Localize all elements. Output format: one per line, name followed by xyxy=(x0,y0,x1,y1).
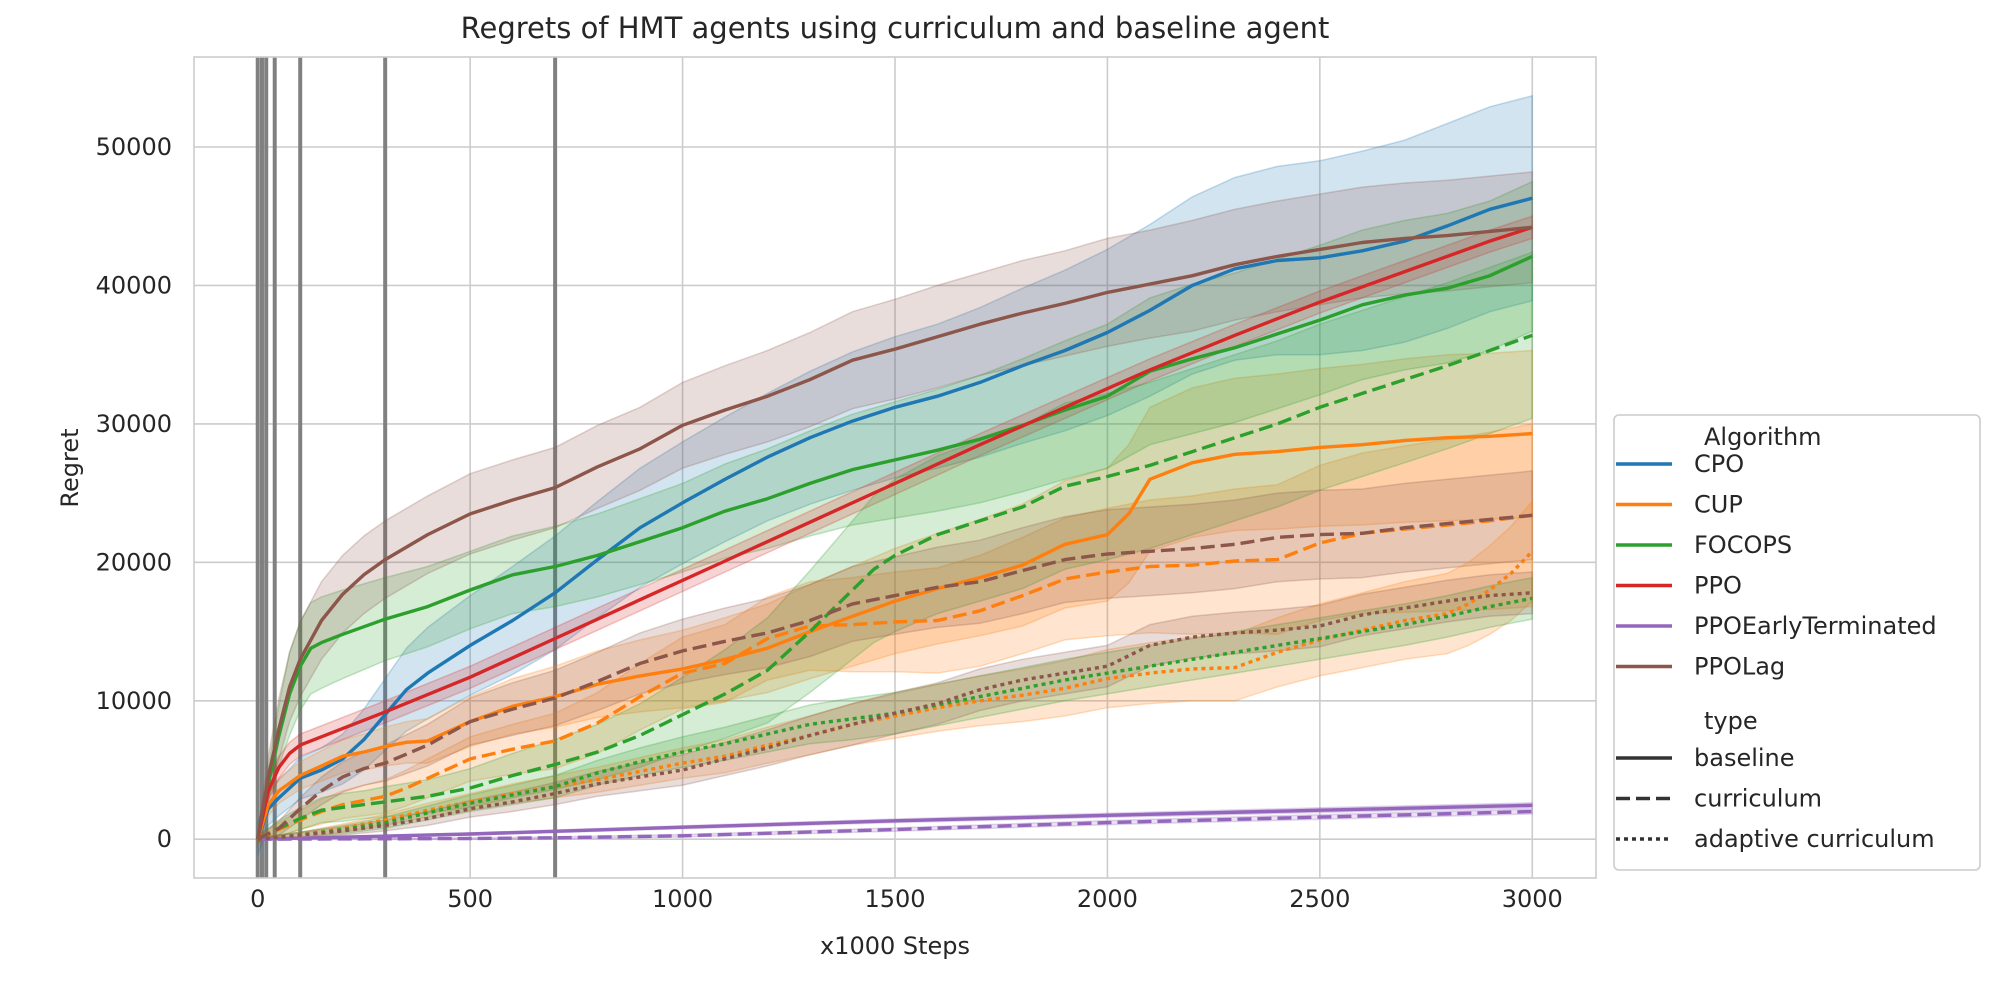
x-tick-labels: 0 500 1000 1500 2000 2500 3000 xyxy=(250,885,1563,913)
cup-baseline-line xyxy=(256,431,1533,840)
y-tick-label: 50000 xyxy=(96,133,172,161)
legend-label-focops: FOCOPS xyxy=(1694,531,1792,559)
y-tick-label: 30000 xyxy=(96,410,172,438)
x-tick-label: 2000 xyxy=(1077,885,1138,913)
x-tick-label: 3000 xyxy=(1502,885,1563,913)
cup-adaptive-curriculum-line xyxy=(257,550,1534,841)
y-tick-label: 10000 xyxy=(96,687,172,715)
focops-adaptive-curriculum-band xyxy=(256,576,1534,842)
legend-label-curriculum: curriculum xyxy=(1694,785,1822,813)
y-tick-labels: 0 10000 20000 30000 40000 50000 xyxy=(96,133,172,853)
ppolag-curriculum-line xyxy=(256,513,1533,841)
legend-algorithm-title: Algorithm xyxy=(1704,423,1822,451)
vertical-lines-layer xyxy=(255,57,558,878)
legend-label-ppolag: PPOLag xyxy=(1694,653,1785,681)
focops-baseline-line xyxy=(256,254,1534,840)
y-tick-label: 20000 xyxy=(96,548,172,576)
ppoearlyterminated-curriculum-line xyxy=(257,809,1533,841)
ppolag-baseline-line xyxy=(256,225,1533,840)
grid-layer xyxy=(194,57,1596,878)
plot-frame xyxy=(193,56,1597,879)
x-tick-label: 500 xyxy=(447,885,493,913)
legend: Algorithm CPO CUP FOCOPS PPO PPOEarlyTermina… xyxy=(1613,414,1981,871)
ppo-baseline-band xyxy=(256,215,1534,844)
series-lines-layer xyxy=(256,196,1534,841)
chart-title: Regrets of HMT agents using curriculum a… xyxy=(461,11,1330,45)
x-axis-label: x1000 Steps xyxy=(820,932,970,960)
cpo-baseline-line xyxy=(256,196,1533,840)
legend-label-ppoearlyterminated: PPOEarlyTerminated xyxy=(1694,612,1937,640)
cup-curriculum-line xyxy=(256,513,1533,841)
legend-label-cup: CUP xyxy=(1694,491,1743,519)
legend-label-baseline: baseline xyxy=(1694,744,1795,772)
cpo-baseline-band xyxy=(256,94,1534,857)
legend-label-ppo: PPO xyxy=(1694,572,1742,600)
focops-baseline-band xyxy=(256,180,1534,847)
ppoearlyterminated-baseline-line xyxy=(257,803,1533,841)
cup-adaptive-curriculum-band xyxy=(256,499,1534,842)
legend-type-title: type xyxy=(1704,707,1758,735)
y-tick-label: 40000 xyxy=(96,271,172,299)
cup-curriculum-band xyxy=(256,422,1534,843)
x-tick-label: 2500 xyxy=(1289,885,1350,913)
y-axis-label: Regret xyxy=(56,428,84,507)
legend-type-entries: baseline curriculum adaptive curriculum xyxy=(1616,744,1935,853)
focops-curriculum-line xyxy=(256,333,1533,841)
legend-algorithm-entries: CPO CUP FOCOPS PPO PPOEarlyTerminated PPOLag xyxy=(1616,450,1937,681)
ppolag-adaptive-curriculum-line xyxy=(257,591,1533,841)
legend-label-cpo: CPO xyxy=(1694,450,1744,478)
ppo-baseline-line xyxy=(256,225,1533,840)
legend-label-adaptive-curriculum: adaptive curriculum xyxy=(1694,825,1935,853)
y-tick-label: 0 xyxy=(157,825,172,853)
x-tick-label: 1500 xyxy=(864,885,925,913)
x-tick-label: 1000 xyxy=(652,885,713,913)
legend-box xyxy=(1613,414,1981,871)
x-tick-label: 0 xyxy=(250,885,265,913)
